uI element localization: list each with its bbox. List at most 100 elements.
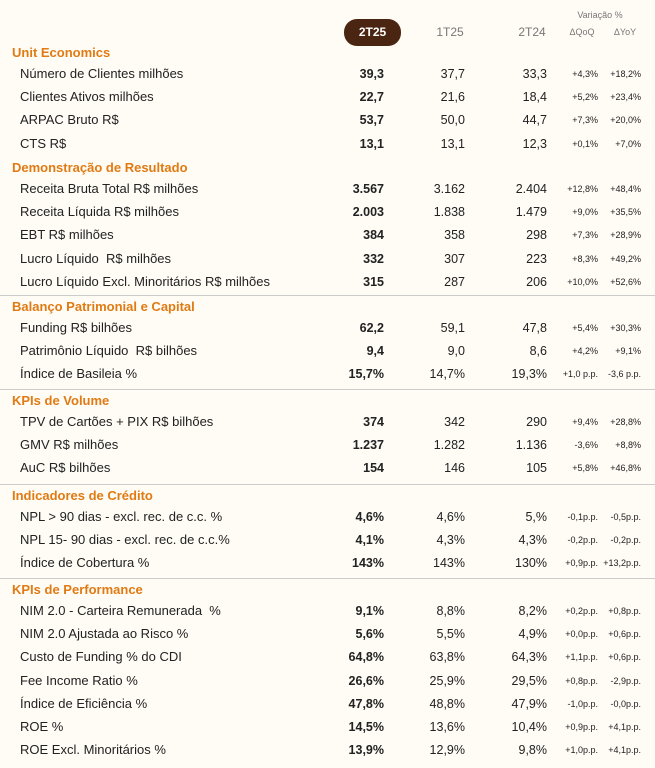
cell-value: +20,0% [610,115,641,126]
cell-value: 19,3% [511,367,547,382]
cell-value: 307 [444,251,465,266]
cell-value: 63,8% [429,650,465,665]
cell-value: 15,7% [348,367,384,382]
cell-value: +18,2% [610,69,641,79]
cell-value: 9,4 [366,344,384,359]
cell-value: 12,3 [522,136,547,151]
cell-value: 143% [352,556,384,571]
cell-value: +5,2% [572,92,598,103]
column-header: 2T24 [518,25,546,39]
row-label: Receita Bruta Total R$ milhões [20,181,199,196]
cell-value: 1.136 [515,438,547,453]
column-header: ΔYoY [613,27,637,37]
cell-value: 105 [526,461,547,476]
cell-value: 59,1 [440,321,465,335]
cell-value: 154 [363,461,384,476]
row-label: TPV de Cartões + PIX R$ bilhões [20,414,214,429]
cell-value: +52,6% [610,276,641,287]
cell-value: 47,9% [511,696,547,711]
cell-value: +0,2p.p. [565,606,598,616]
cell-value: 9,8% [518,743,548,758]
cell-value: +46,8% [610,463,641,474]
cell-value: -1,0p.p. [567,698,598,709]
cell-value: 9,0 [447,344,465,359]
cell-value: +5,8% [572,463,598,474]
cell-value: 206 [526,274,547,289]
cell-value: 8,8% [436,604,466,618]
cell-value: +0,8p.p. [608,606,641,616]
row-label: EBT R$ milhões [20,227,114,243]
cell-value: -0,2p.p. [567,535,598,546]
cell-value: -0,0p.p. [610,698,641,709]
cell-value: +9,1% [615,346,641,357]
cell-value: +0,8p.p. [565,675,598,686]
cell-value: 223 [526,251,547,266]
cell-value: 290 [526,415,547,429]
cell-value: 50,0 [440,113,465,128]
cell-value: -0,2p.p. [610,535,641,546]
cell-value: +28,8% [610,417,641,427]
cell-value: 13,1 [440,136,465,151]
cell-value: 4,1% [355,533,385,548]
cell-value: +0,6p.p. [608,652,641,663]
cell-value: 14,7% [429,367,465,382]
cell-value: +49,2% [610,253,641,264]
row-label: NIM 2.0 - Carteira Remunerada % [20,603,221,618]
cell-value: 4,3% [436,533,466,548]
row-label: ROE Excl. Minoritários % [20,742,166,758]
section-title: Demonstração de Resultado [12,160,188,175]
column-header: 1T25 [436,25,464,39]
row-label: Fee Income Ratio % [20,672,138,688]
cell-value: +30,3% [610,323,641,333]
cell-value: +0,9p.p. [565,722,598,732]
cell-value: 1.282 [433,438,465,453]
cell-value: 5,6% [355,627,385,642]
row-label: Receita Líquida R$ milhões [20,204,179,220]
cell-value: 1.237 [352,438,384,453]
cell-value: +23,4% [610,92,641,103]
cell-value: 298 [526,228,547,243]
cell-value: 2.404 [515,182,547,196]
cell-value: +8,3% [572,253,598,264]
row-label: NPL 15- 90 dias - excl. rec. de c.c.% [20,532,230,548]
cell-value: 4,6% [436,510,466,524]
cell-value: 1.838 [433,205,465,220]
cell-value: 332 [363,251,384,266]
cell-value: +13,2p.p. [603,558,641,569]
cell-value: 26,6% [348,673,384,688]
cell-value: -3,6 p.p. [607,369,641,380]
cell-value: +48,4% [610,184,641,194]
cell-value: 13,6% [429,720,465,734]
column-header: 2T25 [358,25,387,39]
cell-value: 315 [363,274,384,289]
section-title: KPIs de Volume [12,393,110,408]
section-title: Balanço Patrimonial e Capital [12,299,195,314]
cell-value: 10,4% [511,720,547,734]
cell-value: -3,6% [574,440,598,451]
cell-value: -0,5p.p. [610,512,641,522]
cell-value: 39,3 [359,67,384,81]
cell-value: 384 [363,228,384,243]
cell-value: 3.567 [352,182,384,196]
cell-value: 13,1 [359,136,384,151]
cell-value: 12,9% [429,743,465,758]
row-label: Índice de Basileia % [20,366,138,382]
cell-value: +0,6p.p. [608,629,641,640]
cell-value: 287 [444,274,465,289]
row-label: Número de Clientes milhões [20,66,184,81]
cell-value: 146 [444,461,465,476]
cell-value: +7,0% [615,138,641,149]
cell-value: 13,9% [348,743,384,758]
cell-value: +9,0% [572,207,598,218]
cell-value: +0,0p.p. [565,629,598,640]
row-label: Índice de Eficiência % [20,695,148,711]
row-label: Funding R$ bilhões [20,320,133,335]
cell-value: 64,8% [348,650,384,665]
cell-value: 62,2 [359,321,384,335]
row-label: ROE % [20,719,64,734]
cell-value: 5,% [525,510,547,524]
cell-value: +35,5% [610,207,641,218]
cell-value: -2,9p.p. [610,675,641,686]
cell-value: 3.162 [433,182,465,196]
